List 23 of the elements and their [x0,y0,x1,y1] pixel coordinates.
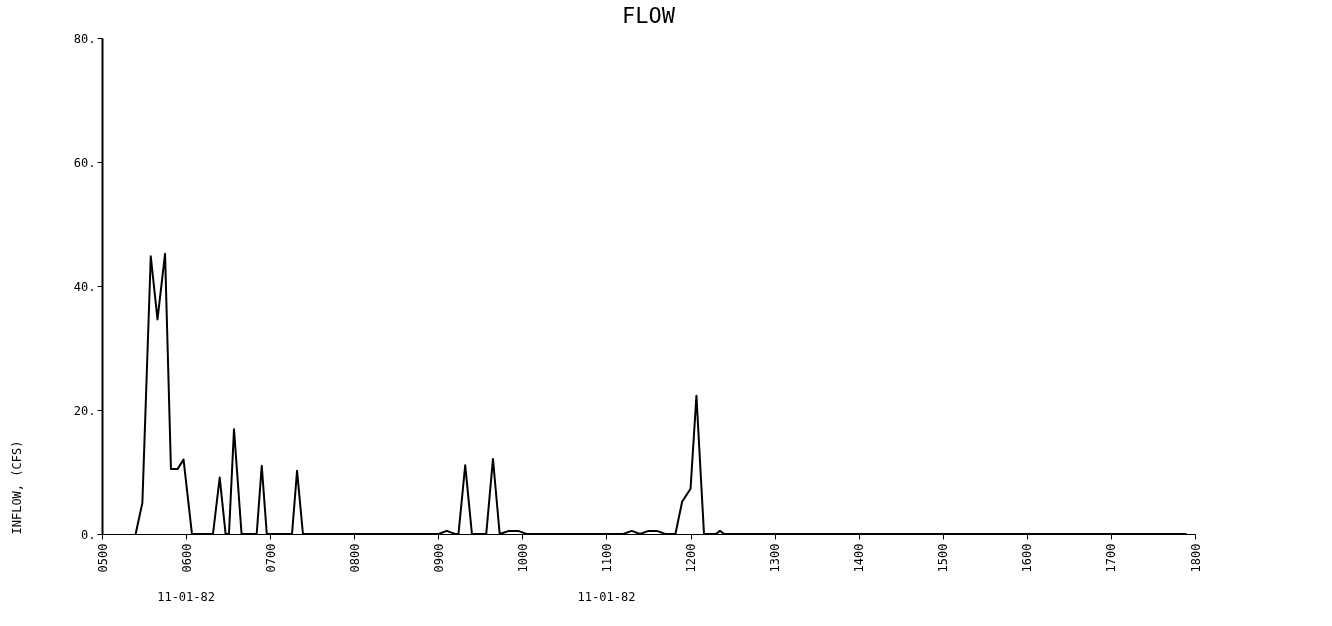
x-tick-label: 1300 [768,543,783,573]
x-tick-label: 0500 [95,543,110,573]
text: 11-01-82 [157,590,215,604]
y-tick-label: 40. [73,279,96,294]
y-axis-title: INFLOW, (CFS) [9,440,24,535]
x-tick-label: 1000 [515,543,530,573]
x-tick-label: 0700 [263,543,278,573]
y-tick-label: 20. [73,403,96,418]
x-tick-label: 1100 [599,543,614,573]
chart-title: FLOW [622,3,676,28]
text: 11-01-82 [577,590,636,604]
x-tick-label: 1500 [936,543,951,573]
x-tick-label: 1800 [1188,543,1203,573]
y-tick-label: 0. [81,527,96,542]
x-tick-label: 1700 [1104,543,1119,573]
y-tick-label: 60. [73,155,96,170]
x-tick-label: 1400 [852,543,867,573]
x-tick-label: 1200 [684,543,699,573]
x-tick-label: 0600 [179,543,194,573]
x-tick-label: 0800 [347,543,362,573]
y-tick-label: 80. [73,31,96,46]
x-tick-label: 1600 [1020,543,1035,573]
x-tick-label: 0900 [431,543,446,573]
